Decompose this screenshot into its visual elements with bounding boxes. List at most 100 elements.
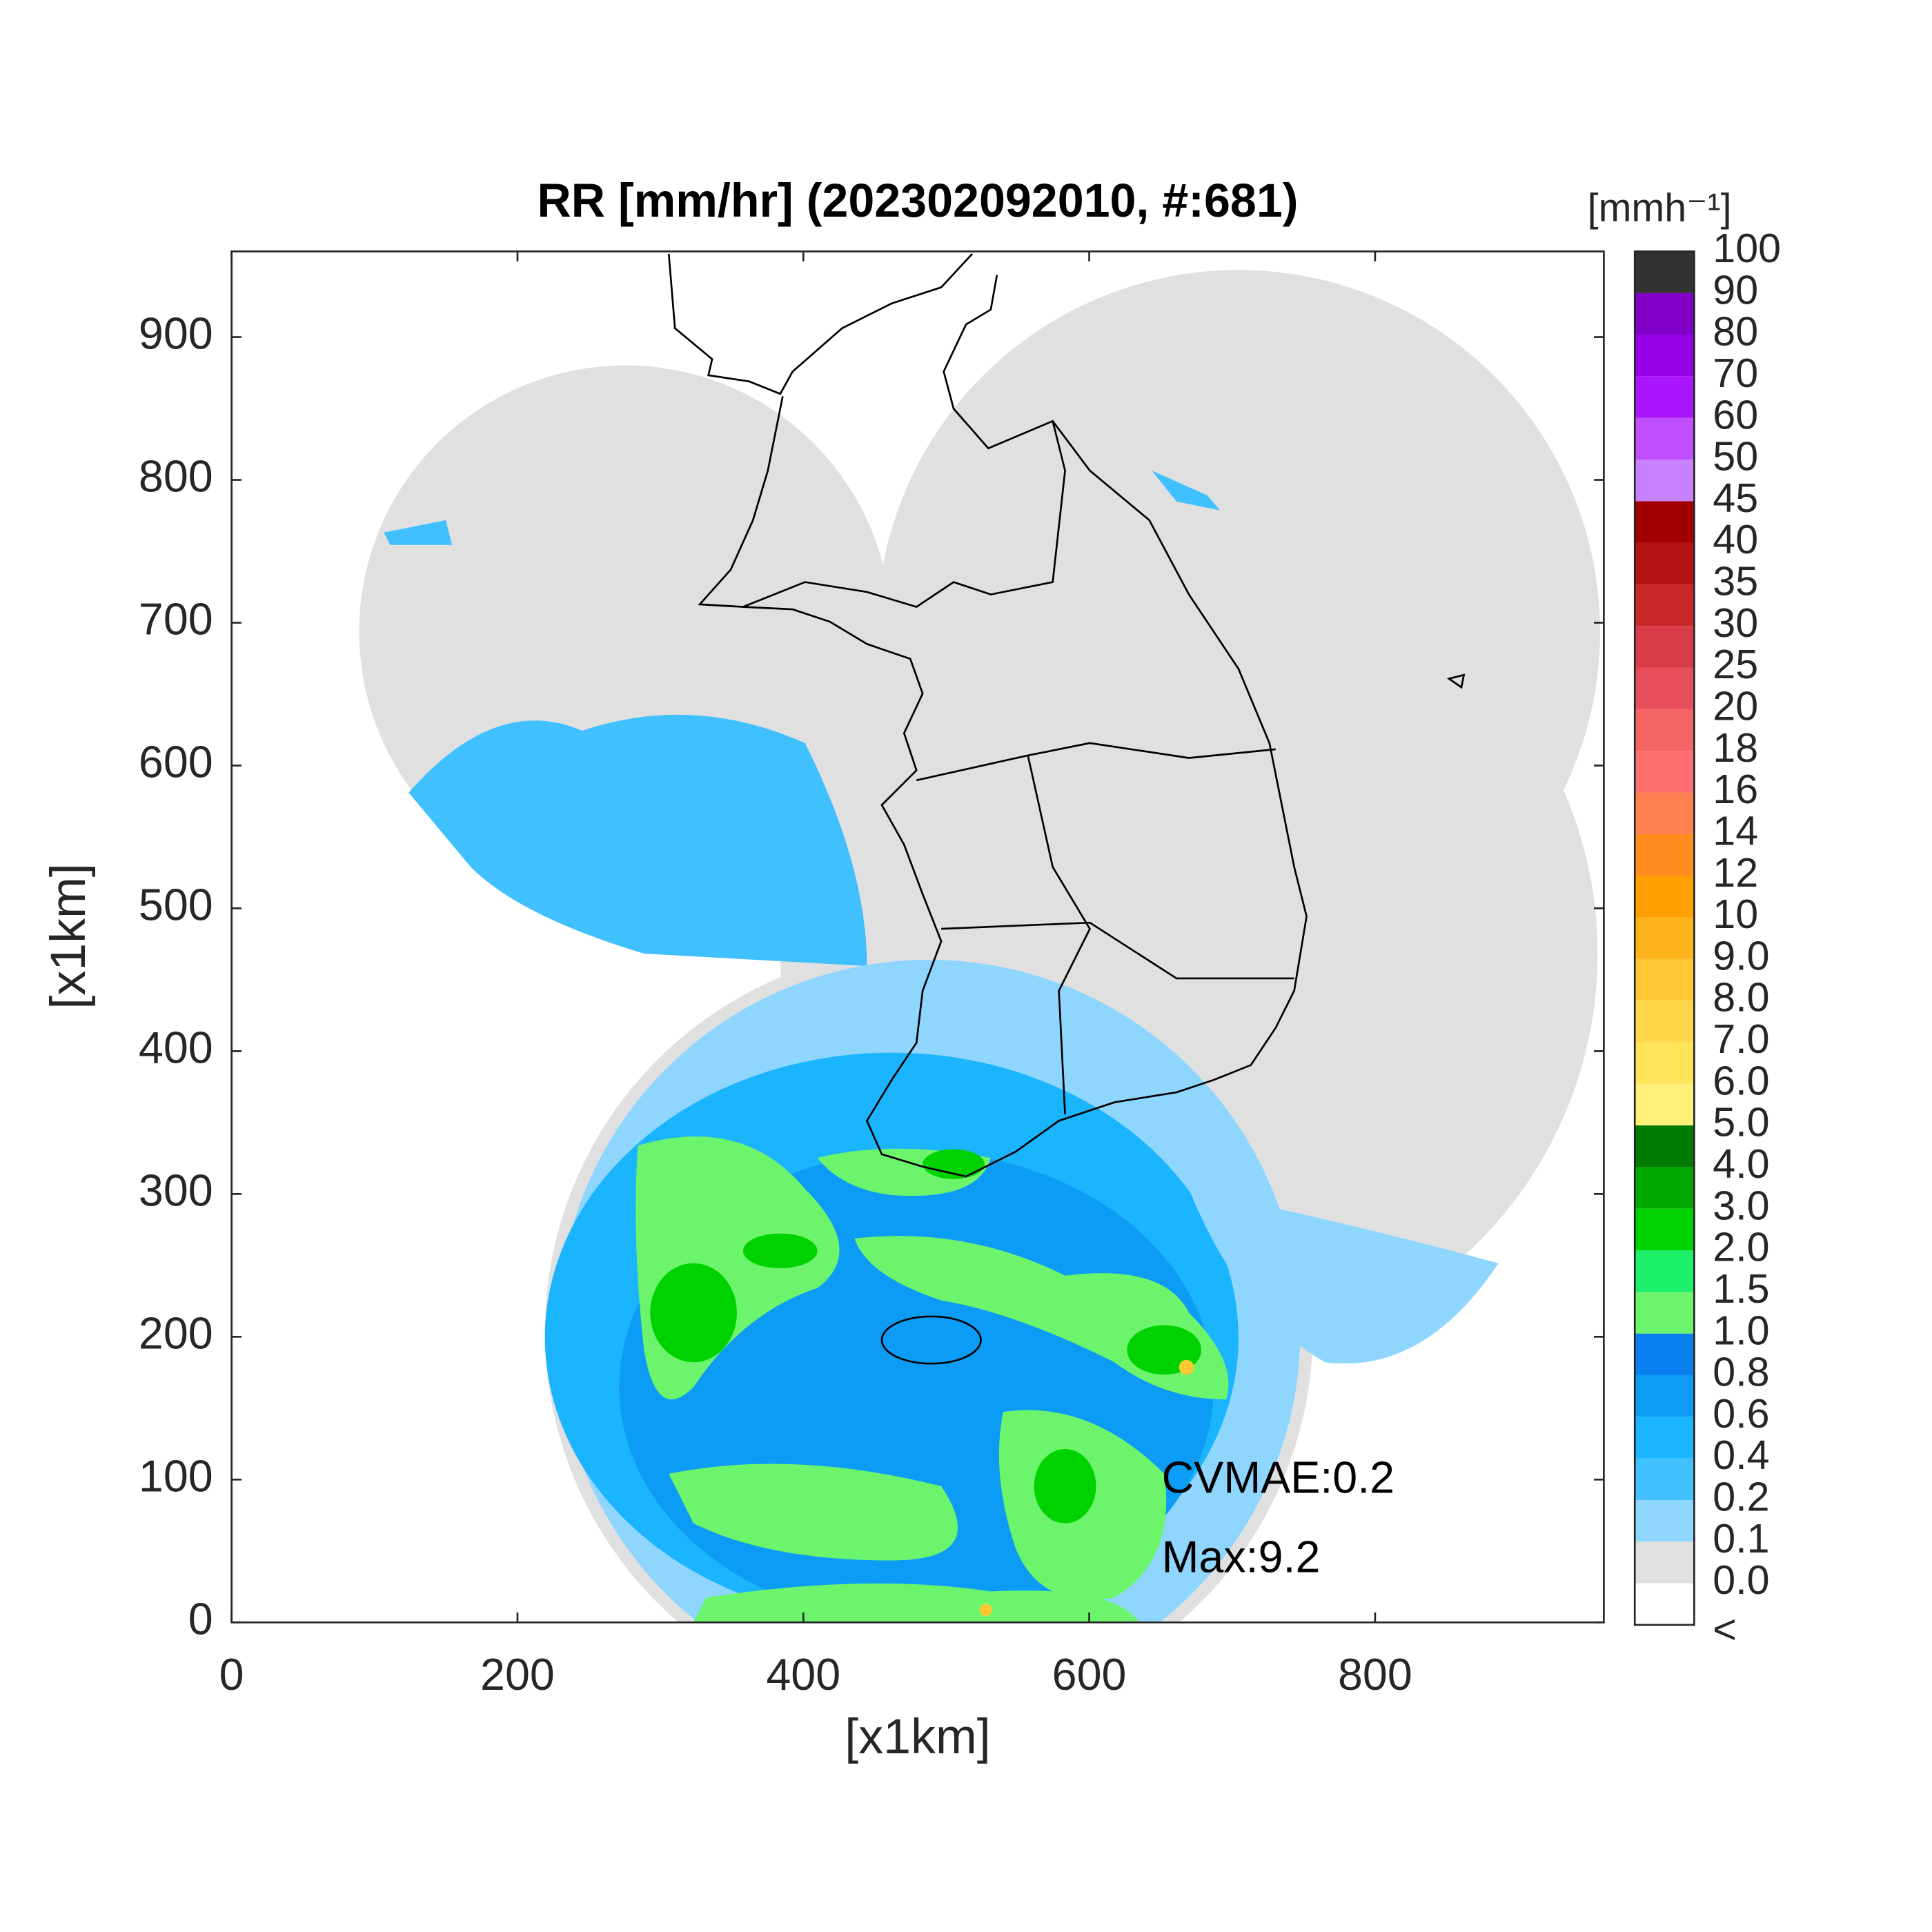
rain-area: [1189, 1189, 1499, 1364]
colorbar-tick-label: 70: [1713, 350, 1758, 396]
colorbar-tick-label: 35: [1713, 558, 1758, 604]
colorbar-tick-label: 0.4: [1713, 1432, 1769, 1478]
colorbar-segment: [1635, 1499, 1695, 1542]
y-tick-label: 700: [139, 595, 213, 644]
colorbar-tick-label: 40: [1713, 516, 1758, 562]
colorbar-segment: [1635, 417, 1695, 460]
colorbar-tick-label: 0.1: [1713, 1515, 1769, 1561]
island: [1446, 673, 1466, 689]
colorbar-segment: [1635, 334, 1695, 377]
colorbar-segment: [1635, 792, 1695, 834]
rain-cell: [693, 1583, 1140, 1623]
colorbar-segment: [1635, 1125, 1695, 1167]
coastline: [667, 253, 1466, 1365]
colorbar-tick-label: 90: [1713, 266, 1758, 313]
rain-cell: [669, 1463, 958, 1561]
colorbar-segment: [1635, 1292, 1695, 1334]
colorbar-segment: [1635, 1417, 1695, 1459]
plot-frame: [230, 250, 1605, 1624]
y-tick-label: 600: [139, 738, 213, 787]
rain-peak: [979, 1604, 992, 1617]
rain-area: [408, 714, 867, 966]
colorbar-tick-label: <: [1713, 1606, 1737, 1652]
colorbar-segment: [1635, 1374, 1695, 1417]
colorbar-segment: [1635, 1208, 1695, 1251]
colorbar-label: [mmh⁻¹]: [1588, 186, 1732, 230]
colorbar-segment: [1635, 1250, 1695, 1292]
colorbar-tick-label: 25: [1713, 641, 1758, 687]
colorbar-segment: [1635, 584, 1695, 627]
colorbar-segment: [1635, 251, 1695, 293]
colorbar-tick-label: 2.0: [1713, 1224, 1769, 1270]
colorbar-tick-label: 6.0: [1713, 1057, 1769, 1103]
border: [916, 742, 1294, 1115]
x-tick-label: 0: [219, 1650, 244, 1699]
annotation: CVMAE:0.2: [1162, 1453, 1395, 1503]
colorbar-segment: [1635, 1458, 1695, 1500]
colorbar-segment: [1635, 626, 1695, 668]
colorbar-segment: [1635, 1583, 1695, 1625]
colorbar-tick-label: 0.8: [1713, 1349, 1769, 1395]
y-tick-label: 200: [139, 1308, 213, 1358]
colorbar-tick-label: 10: [1713, 891, 1758, 937]
colorbar-segment: [1635, 542, 1695, 584]
colorbar-tick-label: 100: [1713, 225, 1781, 271]
x-tick-label: 600: [1052, 1650, 1127, 1699]
x-tick-label: 400: [766, 1650, 840, 1699]
colorbar-segment: [1635, 834, 1695, 876]
rain-core: [1034, 1449, 1096, 1524]
colorbar-tick-label: 30: [1713, 600, 1758, 646]
colorbar-segment: [1635, 376, 1695, 418]
x-axis-label: [x1km]: [845, 1709, 990, 1764]
colorbar-frame: [1633, 250, 1695, 1626]
colorbar-segment: [1635, 958, 1695, 1001]
colorbar-tick-label: 50: [1713, 433, 1758, 480]
border: [742, 420, 1066, 608]
rain-cores: [650, 1149, 1202, 1524]
colorbar-segment: [1635, 459, 1695, 502]
colorbar-segment: [1635, 501, 1695, 543]
colorbar-tick-label: 20: [1713, 683, 1758, 729]
x-tick-label: 800: [1338, 1650, 1412, 1699]
colorbar-tick-label: 9.0: [1713, 932, 1769, 978]
colorbar-tick-label: 45: [1713, 475, 1758, 521]
colorbar-tick-label: 3.0: [1713, 1182, 1769, 1228]
colorbar-segment: [1635, 1083, 1695, 1126]
y-tick-label: 400: [139, 1023, 213, 1072]
colorbar-tick-label: 4.0: [1713, 1141, 1769, 1187]
coast: [698, 275, 1308, 1178]
colorbar-segment: [1635, 293, 1695, 335]
x-tick-label: 200: [480, 1650, 555, 1699]
colorbar-segment: [1635, 1541, 1695, 1584]
colorbar-segment: [1635, 751, 1695, 793]
y-tick-label: 800: [139, 452, 213, 502]
chart-title: RR [mm/hr] (202302092010, #:681): [538, 175, 1299, 227]
colorbar-tick-label: 80: [1713, 308, 1758, 355]
y-tick-label: 500: [139, 880, 213, 929]
colorbar-tick-label: 1.0: [1713, 1307, 1769, 1353]
colorbar-tick-label: 14: [1713, 807, 1758, 854]
rain-core: [650, 1263, 737, 1363]
colorbar-tick-label: 5.0: [1713, 1099, 1769, 1145]
rain-peak: [1179, 1359, 1194, 1375]
colorbar-tick-label: 60: [1713, 391, 1758, 437]
colorbar-segment: [1635, 1333, 1695, 1375]
colorbar-tick-label: 1.5: [1713, 1265, 1769, 1312]
colorbar-tick-label: 0.0: [1713, 1557, 1769, 1603]
colorbar-tick-label: 0.2: [1713, 1474, 1769, 1520]
rain-core: [923, 1149, 985, 1179]
colorbar-segment: [1635, 1042, 1695, 1084]
y-tick-label: 900: [139, 309, 213, 359]
colorbar-tick-label: 8.0: [1713, 974, 1769, 1021]
y-tick-label: 100: [139, 1451, 213, 1501]
colorbar-segment: [1635, 876, 1695, 918]
colorbar-segment: [1635, 709, 1695, 751]
colorbar-tick-label: 7.0: [1713, 1016, 1769, 1062]
colorbar-tick-label: 18: [1713, 724, 1758, 771]
y-tick-label: 0: [188, 1594, 213, 1644]
radar-field: [359, 253, 1600, 1623]
border: [667, 253, 973, 395]
rain-core: [742, 1233, 818, 1268]
jeju: [880, 1315, 982, 1365]
